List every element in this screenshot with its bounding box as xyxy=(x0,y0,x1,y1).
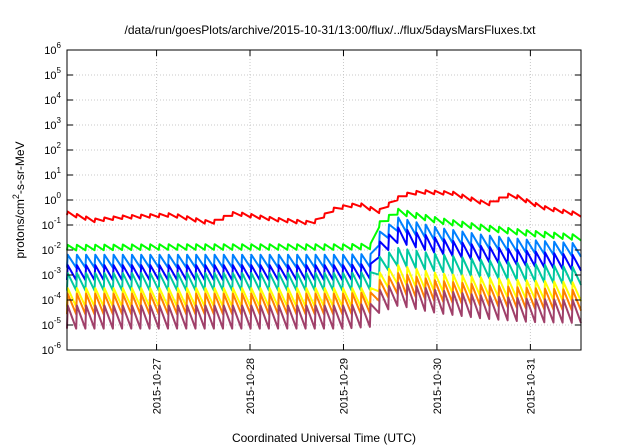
y-tick-exp: 4 xyxy=(57,91,62,100)
y-tick-label: 10-5 xyxy=(42,316,62,332)
y-tick-label: 100 xyxy=(44,191,61,207)
y-tick-exp: 5 xyxy=(57,66,62,75)
y-tick-exp: 1 xyxy=(57,166,62,175)
y-axis: 10-610-510-410-310-210-11001011021031041… xyxy=(42,41,581,357)
x-axis: 2015-10-27 2015-10-28 2015-10-29 2015-10-30… xyxy=(152,50,537,414)
y-tick-base: 10 xyxy=(42,345,54,357)
y-tick-label: 101 xyxy=(44,166,61,182)
y-tick-base: 10 xyxy=(44,170,56,182)
y-tick-exp: 0 xyxy=(57,191,62,200)
y-tick-exp: -3 xyxy=(54,266,62,275)
series-line-3 xyxy=(66,216,582,269)
y-tick-label: 10-3 xyxy=(42,266,62,282)
x-tick-label: 2015-10-31 xyxy=(525,358,537,414)
series-layer xyxy=(66,189,582,330)
y-tick-exp: -2 xyxy=(54,241,62,250)
y-tick-exp: 2 xyxy=(57,141,62,150)
y-tick-label: 106 xyxy=(44,41,61,57)
chart-title: /data/run/goesPlots/archive/2015-10-31/1… xyxy=(125,23,537,37)
y-axis-label-base: protons/cm xyxy=(13,199,27,258)
y-tick-exp: -5 xyxy=(54,316,62,325)
x-tick-label: 2015-10-29 xyxy=(338,358,350,414)
y-axis-label-tail: -s-sr-MeV xyxy=(13,141,27,194)
x-tick-label: 2015-10-28 xyxy=(245,358,257,414)
y-tick-base: 10 xyxy=(44,70,56,82)
y-tick-base: 10 xyxy=(42,220,54,232)
y-tick-base: 10 xyxy=(42,295,54,307)
y-tick-base: 10 xyxy=(42,245,54,257)
x-axis-label: Coordinated Universal Time (UTC) xyxy=(232,431,416,445)
x-tick-label: 2015-10-27 xyxy=(152,358,164,414)
y-tick-base: 10 xyxy=(42,270,54,282)
series-line-8 xyxy=(66,281,582,330)
y-tick-base: 10 xyxy=(44,45,56,57)
y-tick-label: 104 xyxy=(44,91,61,107)
y-tick-exp: 6 xyxy=(57,41,62,50)
x-tick-label: 2015-10-30 xyxy=(432,358,444,414)
y-tick-base: 10 xyxy=(44,145,56,157)
y-tick-exp: -6 xyxy=(54,341,62,350)
y-tick-label: 103 xyxy=(44,116,61,132)
y-tick-exp: -1 xyxy=(54,216,62,225)
y-tick-label: 10-6 xyxy=(42,341,62,357)
y-tick-label: 105 xyxy=(44,66,61,82)
y-axis-label-sup: 2 xyxy=(11,194,21,199)
y-tick-base: 10 xyxy=(44,95,56,107)
y-tick-base: 10 xyxy=(44,120,56,132)
y-tick-exp: -4 xyxy=(54,291,62,300)
y-axis-label: protons/cm2-s-sr-MeV xyxy=(11,141,27,258)
y-tick-base: 10 xyxy=(44,195,56,207)
y-tick-base: 10 xyxy=(42,320,54,332)
y-tick-label: 10-4 xyxy=(42,291,62,307)
series-line-2 xyxy=(66,207,582,252)
y-tick-exp: 3 xyxy=(57,116,62,125)
y-tick-label: 10-2 xyxy=(42,241,62,257)
y-tick-label: 10-1 xyxy=(42,216,62,232)
series-line-1 xyxy=(66,189,582,226)
y-tick-label: 102 xyxy=(44,141,61,157)
